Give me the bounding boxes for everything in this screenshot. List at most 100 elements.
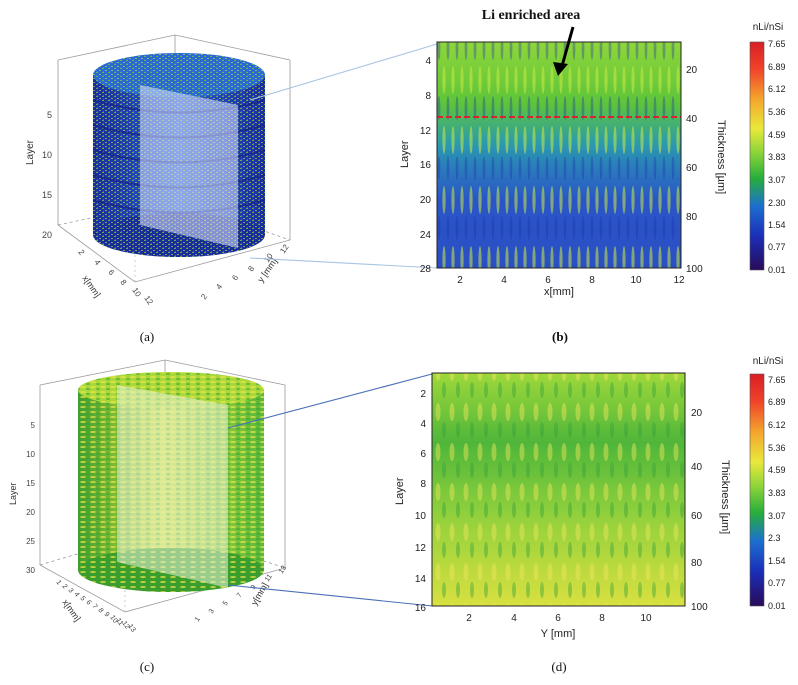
colorbar-1-title: nLi/nSi	[753, 22, 784, 33]
panel-c-xtick: 2	[60, 583, 68, 590]
panel-a-ytick: 6	[230, 273, 240, 282]
panel-b-xtick: 6	[545, 275, 551, 286]
panel-d-ytick: 10	[415, 511, 427, 522]
panel-b-ytick: 4	[425, 56, 431, 67]
panel-a-ytick: 12	[278, 242, 291, 255]
colorbar-1-ticks: 7.65 6.89 6.12 5.36 4.59 3.83 3.07 2.30 …	[768, 39, 786, 275]
panel-b-xtick: 12	[673, 275, 685, 286]
panel-b-y2tick: 100	[686, 264, 703, 275]
panel-b-ytick: 20	[420, 195, 432, 206]
panel-d-ytick: 6	[420, 449, 426, 460]
colorbar-2-tick: 1.54	[768, 556, 786, 566]
colorbar-2-tick: 6.12	[768, 420, 786, 430]
projection-lines-cd	[227, 373, 433, 607]
panel-c-ytick: 5	[222, 600, 230, 607]
panel-c-xtick: 1	[54, 579, 62, 586]
panel-a-xtick: 10	[130, 286, 143, 299]
panel-c: Layer 5 10 15 20 25 30 1 2 3 4 5 6 7 8 9…	[8, 359, 288, 674]
panel-b-y2tick: 20	[686, 65, 698, 76]
panel-b-y2tick: 80	[686, 212, 698, 223]
colorbar-2-tick: 2.3	[768, 533, 781, 543]
panel-c-ytick: 1	[194, 616, 202, 623]
panel-c-xtick: 8	[96, 607, 104, 614]
panel-c-ytick: 7	[236, 592, 244, 599]
panel-d-caption: (d)	[551, 659, 566, 674]
colorbar-2-tick: 0.01	[768, 601, 786, 611]
panel-a-xlabel: x[mm]	[80, 273, 102, 299]
panel-a-ytick: 8	[246, 264, 256, 273]
panel-d-xtick: 6	[555, 613, 561, 624]
panel-c-ztick: 20	[26, 508, 35, 517]
panel-b-xtick: 4	[501, 275, 507, 286]
panel-a-xtick: 2	[76, 248, 86, 257]
panel-d-xlabel: Y [mm]	[541, 628, 576, 640]
colorbar-2-tick: 3.07	[768, 511, 786, 521]
panel-b-ytick: 12	[420, 126, 432, 137]
panel-b-y2tick: 60	[686, 163, 698, 174]
panel-a-ztick: 10	[42, 150, 52, 160]
panel-a-ytick: 2	[199, 292, 209, 301]
panel-d-ytick: 2	[420, 389, 426, 400]
panel-c-xtick: 12	[120, 620, 130, 630]
panel-c-ztick: 25	[26, 537, 35, 546]
panel-c-ztick: 10	[26, 450, 35, 459]
panel-a-ztick: 15	[42, 190, 52, 200]
panel-d-ytick: 8	[420, 479, 426, 490]
panel-d: Layer 2 4 6 8 10 12 14 16 2 4 6 8 10 Y […	[394, 372, 731, 674]
panel-d-y2tick: 60	[691, 511, 703, 522]
panel-b-yticks: 4 8 12 16 20 24 28	[420, 56, 432, 275]
panel-c-ztick: 15	[26, 479, 35, 488]
colorbar-1-tick: 2.30	[768, 198, 786, 208]
colorbar-1-tick: 7.65	[768, 39, 786, 49]
colorbar-1-tick: 3.83	[768, 152, 786, 162]
colorbar-1-tick: 6.12	[768, 84, 786, 94]
panel-b: Li enriched area Layer 4 8 12 16 20 24 2…	[399, 8, 727, 344]
panel-c-cylinder	[78, 372, 264, 592]
panel-d-y2ticks: 20 40 60 80 100	[691, 408, 708, 613]
panel-c-zticks: 5 10 15 20 25 30	[26, 421, 35, 575]
colorbar-2-title: nLi/nSi	[753, 356, 784, 367]
colorbar-2-tick: 6.89	[768, 397, 786, 407]
colorbar-2-tick: 7.65	[768, 375, 786, 385]
panel-a-xtick: 6	[106, 268, 116, 277]
colorbar-1-tick: 3.07	[768, 175, 786, 185]
panel-a-xtick: 12	[142, 294, 155, 307]
colorbar-1-tick: 5.36	[768, 107, 786, 117]
panel-a-ytick: 4	[214, 282, 224, 291]
colorbar-2-tick: 3.83	[768, 488, 786, 498]
panel-a-zticks: 5 10 15 20	[42, 110, 52, 240]
panel-a-ztick: 20	[42, 230, 52, 240]
panel-c-ytick: 11	[264, 573, 274, 583]
panel-b-plot	[436, 41, 682, 269]
panel-d-y2label: Thickness [µm]	[719, 460, 731, 534]
panel-d-ylabel: Layer	[394, 477, 406, 505]
projection-lines-ab	[249, 43, 438, 269]
panel-a-cylinder	[92, 53, 266, 257]
panel-d-y2tick: 40	[691, 462, 703, 473]
panel-d-xtick: 8	[599, 613, 605, 624]
panel-d-y2tick: 100	[691, 602, 708, 613]
panel-c-xtick: 7	[90, 603, 98, 610]
panel-b-caption: (b)	[552, 329, 568, 344]
panel-b-xlabel: x[mm]	[544, 286, 574, 298]
colorbar-1-tick: 6.89	[768, 62, 786, 72]
panel-d-ytick: 12	[415, 543, 427, 554]
panel-c-xtick: 9	[102, 611, 110, 618]
panel-d-xticks: 2 4 6 8 10	[466, 613, 652, 624]
panel-c-xtick: 6	[84, 599, 92, 606]
panel-d-y2tick: 20	[691, 408, 703, 419]
panel-a-xtick: 8	[118, 278, 128, 287]
panel-b-xticks: 2 4 6 8 10 12	[457, 275, 685, 286]
colorbar-2-tick: 4.59	[768, 465, 786, 475]
panel-c-xtick: 3	[66, 587, 74, 594]
panel-d-xtick: 4	[511, 613, 517, 624]
colorbar-2-tick: 5.36	[768, 443, 786, 453]
panel-a-zlabel: Layer	[25, 139, 36, 165]
panel-d-plot	[431, 372, 686, 607]
colorbar-1-tick: 0.77	[768, 242, 786, 252]
panel-b-ytick: 16	[420, 160, 432, 171]
panel-c-xtick: 10	[108, 614, 118, 624]
panel-c-caption: (c)	[140, 659, 154, 674]
panel-c-ytick: 3	[208, 608, 216, 615]
